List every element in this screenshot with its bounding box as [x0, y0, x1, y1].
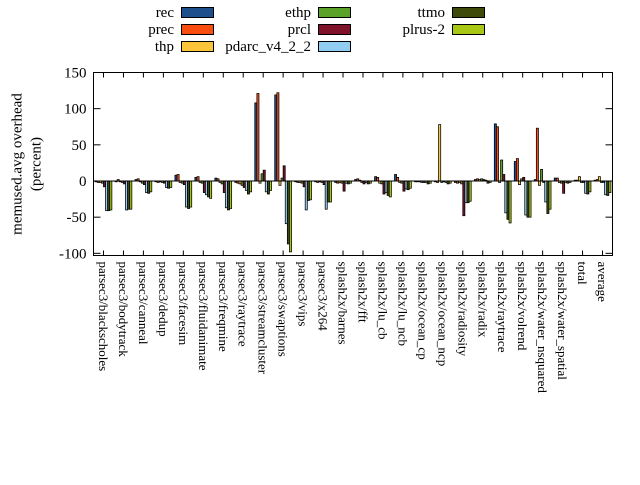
- x-tick-label: parsec3/swaptions: [276, 262, 291, 357]
- bar-prec: [276, 92, 280, 182]
- x-tick-label: splash2x/lu_ncb: [395, 262, 410, 347]
- bar-prec: [196, 176, 200, 182]
- bar-prcl: [282, 165, 286, 182]
- legend-swatch-prec: [181, 24, 214, 35]
- y-tick-label: 50: [72, 138, 87, 154]
- bar-plrus-2: [508, 180, 512, 224]
- bar-plrus-2: [608, 180, 612, 193]
- bar-prec: [515, 158, 519, 182]
- bar-prec: [535, 127, 539, 182]
- bar-prec: [496, 126, 499, 182]
- y-tick-label: 0: [79, 174, 87, 190]
- x-tick-label: splash2x/ocean_cp: [415, 262, 430, 360]
- bar-plrus-2: [189, 180, 193, 208]
- bar-prcl: [502, 174, 506, 182]
- x-tick-label: splash2x/barnes: [336, 262, 351, 345]
- legend-swatch-prcl: [318, 24, 351, 35]
- bar-plrus-2: [209, 180, 213, 199]
- x-tick-label: parsec3/dedup: [156, 262, 171, 337]
- bar-ethp: [540, 169, 544, 182]
- bar-prcl: [562, 180, 566, 194]
- x-tick-label: splash2x/radiosity: [455, 262, 470, 357]
- bar-prec: [176, 174, 180, 182]
- legend-label: plrus-2: [402, 22, 446, 38]
- legend-swatch-plrus-2: [452, 24, 485, 35]
- bar-plrus-2: [309, 180, 312, 201]
- legend-label: ttmo: [417, 5, 445, 21]
- chart-legend: rec prec thp ethp prcl pdarc_v4_2_2 ttmo plrus-…: [0, 0, 640, 60]
- x-tick-label: splash2x/lu_cb: [375, 262, 390, 340]
- bar-plrus-2: [548, 180, 552, 210]
- y-tick-label: 100: [64, 102, 87, 118]
- x-tick-label: total: [575, 262, 590, 285]
- x-tick-label: splash2x/radix: [475, 262, 490, 338]
- legend-swatch-ttmo: [452, 7, 485, 18]
- bar-plrus-2: [588, 180, 592, 193]
- plot-border: [93, 72, 613, 256]
- x-tick-label: splash2x/volrend: [515, 262, 530, 351]
- legend-swatch-pdarc_v4_2_2: [318, 41, 351, 52]
- legend-label: thp: [154, 39, 174, 55]
- legend-swatch-thp: [181, 41, 214, 52]
- x-tick-label: splash2x/raytrace: [495, 262, 510, 353]
- legend-label: prec: [148, 22, 174, 38]
- x-tick-label: parsec3/facesim: [176, 262, 191, 346]
- legend-label: ethp: [285, 5, 311, 21]
- bar-prec: [256, 93, 260, 182]
- bar-prcl: [522, 177, 526, 182]
- bar-plrus-2: [149, 180, 153, 193]
- x-tick-label: parsec3/canneal: [136, 262, 151, 345]
- bar-thp: [438, 124, 442, 182]
- x-tick-label: splash2x/water_nsquared: [535, 262, 550, 394]
- bar-plrus-2: [109, 180, 113, 211]
- x-tick-label: parsec3/fluidanimate: [196, 262, 211, 371]
- x-tick-label: parsec3/vips: [296, 262, 311, 327]
- x-tick-label: parsec3/freqmine: [216, 262, 231, 352]
- x-tick-label: average: [595, 262, 610, 303]
- bar-plrus-2: [269, 180, 272, 191]
- bar-thp: [518, 180, 521, 185]
- bar-plrus-2: [229, 180, 233, 209]
- bar-plrus-2: [129, 180, 133, 210]
- bar-thp: [538, 180, 541, 186]
- bar-thp: [597, 176, 601, 182]
- x-tick-label: parsec3/streamcluster: [256, 262, 271, 375]
- y-tick-label: -100: [59, 246, 87, 262]
- bar-prec: [396, 177, 400, 182]
- legend-label: rec: [155, 5, 174, 21]
- bar-prec: [376, 177, 380, 182]
- y-tick-label: -50: [67, 210, 87, 226]
- legend-swatch-rec: [181, 7, 214, 18]
- x-tick-label: parsec3/bodytrack: [116, 262, 131, 358]
- legend-label: pdarc_v4_2_2: [225, 39, 311, 55]
- bar-thp: [577, 176, 581, 182]
- bar-plrus-2: [408, 180, 412, 189]
- bar-plrus-2: [528, 180, 532, 218]
- bar-plrus-2: [249, 180, 252, 193]
- y-tick-label: 150: [64, 66, 87, 82]
- bar-thp: [278, 180, 282, 186]
- bar-plrus-2: [468, 180, 472, 202]
- x-tick-label: splash2x/fft: [355, 262, 370, 324]
- bar-plrus-2: [388, 180, 392, 198]
- x-tick-label: splash2x/water_spatial: [555, 262, 570, 381]
- x-tick-label: parsec3/x264: [316, 262, 331, 332]
- bar-prcl: [262, 169, 266, 182]
- bar-plrus-2: [289, 180, 292, 253]
- x-tick-label: parsec3/raytrace: [236, 262, 251, 347]
- bar-plrus-2: [328, 180, 332, 203]
- x-tick-label: splash2x/ocean_ncp: [435, 262, 450, 367]
- x-tick-label: parsec3/blackscholes: [96, 262, 111, 372]
- bar-plrus-2: [169, 180, 173, 188]
- legend-label: prcl: [287, 22, 311, 38]
- legend-swatch-ethp: [318, 7, 351, 18]
